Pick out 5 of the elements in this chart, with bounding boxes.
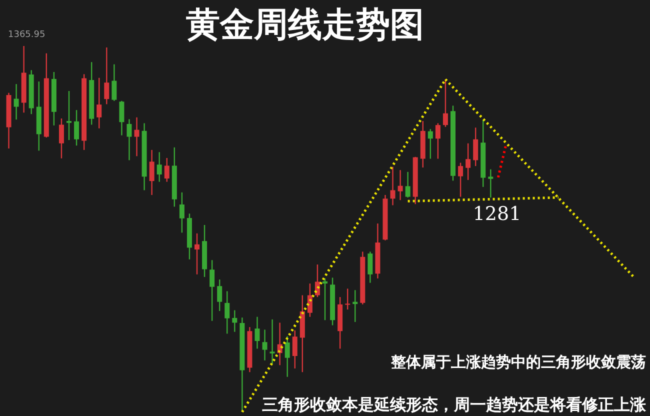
text: 1365.95 xyxy=(8,30,46,40)
annotation: 三角形收敛本是延续形态，周一趋势还是将看修正上涨 xyxy=(262,395,647,414)
chart-title: 黄金周线走势图 xyxy=(186,5,424,45)
annotation: 整体属于上涨趋势中的三角形收敛震荡 xyxy=(390,353,646,371)
annotation: 1281 xyxy=(472,203,522,225)
